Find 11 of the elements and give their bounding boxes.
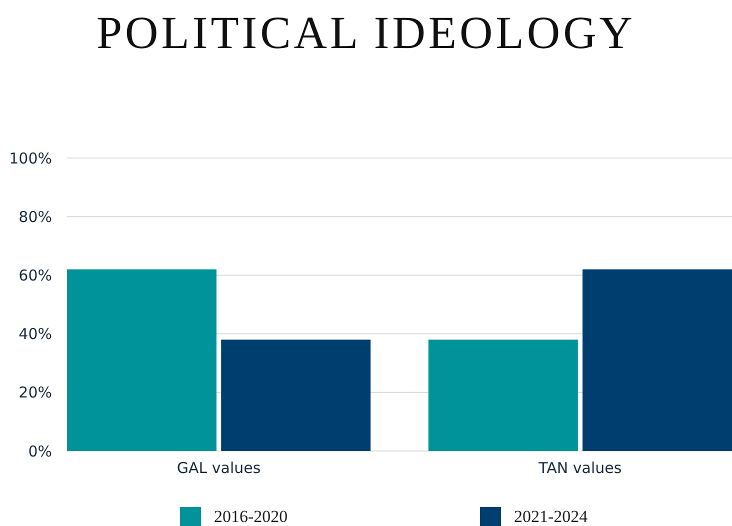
y-tick-label: 20% <box>18 384 52 402</box>
x-tick-label: GAL values <box>176 459 261 477</box>
y-tick-label: 80% <box>18 208 52 226</box>
chart-title: POLITICAL IDEOLOGY <box>96 7 636 58</box>
y-tick-label: 60% <box>18 266 52 284</box>
y-tick-label: 100% <box>9 149 52 168</box>
y-tick-label: 40% <box>18 325 52 344</box>
legend-label: 2021-2024 <box>514 507 588 526</box>
legend-label: 2016-2020 <box>214 507 288 526</box>
y-tick-label: 0% <box>28 442 52 460</box>
x-tick-label: TAN values <box>538 459 622 477</box>
